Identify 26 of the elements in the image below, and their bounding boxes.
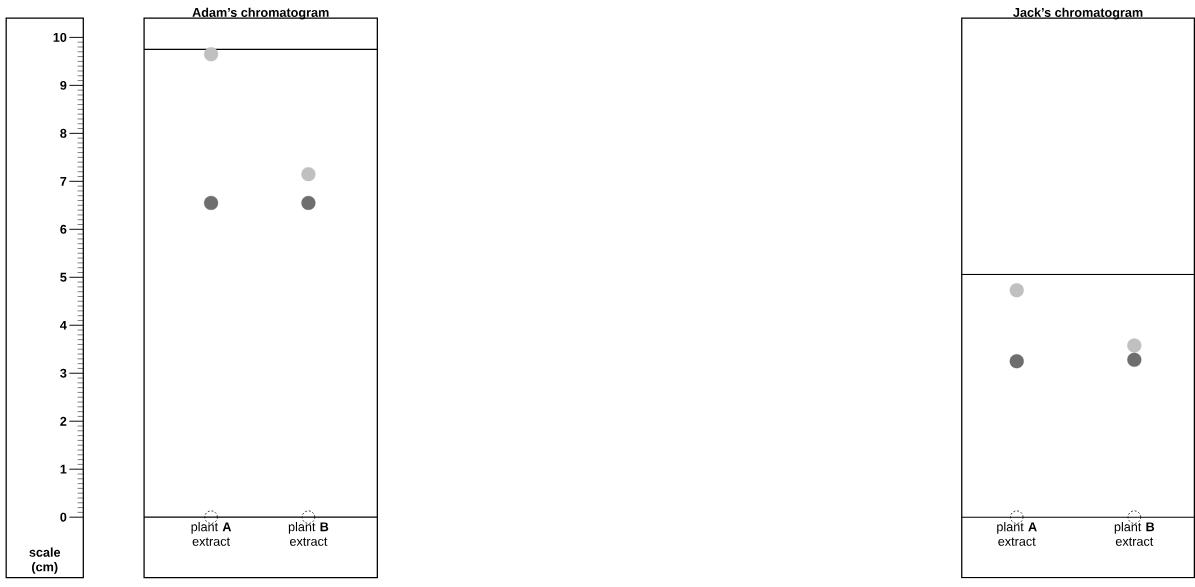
- chart-title: Jack’s chromatogram: [1013, 7, 1143, 20]
- y-tick-label: 2: [60, 416, 67, 426]
- x-tick-label: plant B extract: [288, 521, 329, 546]
- chart-title: Adam’s chromatogram: [192, 7, 329, 20]
- y-tick-label: 4: [60, 320, 67, 330]
- x-tick-label: plant B extract: [1114, 521, 1155, 546]
- x-tick-label: plant A extract: [191, 521, 232, 546]
- point: [1009, 354, 1024, 369]
- y-tick-label: 5: [60, 272, 67, 282]
- point: [301, 195, 316, 210]
- y-tick-label: 0: [60, 512, 67, 522]
- y-tick-label: 1: [60, 464, 67, 474]
- point: [204, 46, 219, 62]
- point: [1127, 352, 1142, 367]
- point: [1009, 283, 1024, 298]
- y-tick-label: 3: [60, 368, 67, 378]
- y-tick-label: 8: [60, 128, 67, 138]
- y-tick-label: 6: [60, 224, 67, 234]
- point: [204, 195, 219, 210]
- y-tick-label: 10: [53, 32, 67, 42]
- y-axis-title: scale (cm): [29, 547, 61, 574]
- y-tick-label: 9: [60, 80, 67, 90]
- point: [1127, 338, 1142, 353]
- point: [301, 166, 316, 182]
- x-tick-label: plant A extract: [997, 521, 1037, 546]
- y-tick-label: 7: [60, 176, 67, 186]
